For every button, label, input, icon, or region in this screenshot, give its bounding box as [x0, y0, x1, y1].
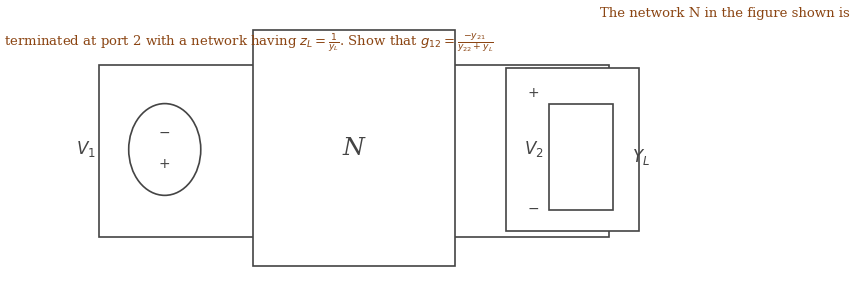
Text: +: +: [528, 86, 540, 100]
Text: +: +: [159, 157, 171, 171]
Ellipse shape: [129, 104, 201, 195]
Text: −: −: [159, 126, 171, 140]
Text: N: N: [343, 136, 365, 160]
Text: −: −: [528, 202, 540, 216]
Bar: [549, 104, 613, 210]
Bar: [253, 30, 455, 266]
Text: $V_1$: $V_1$: [76, 139, 96, 160]
Text: The network N in the figure shown is: The network N in the figure shown is: [600, 7, 849, 20]
Text: terminated at port 2 with a network having $z_L = \frac{1}{y_L}$. Show that $g_{: terminated at port 2 with a network havi…: [4, 31, 494, 54]
Text: $V_2$: $V_2$: [524, 139, 543, 160]
Bar: [99, 65, 609, 237]
Text: $Y_L$: $Y_L$: [632, 147, 650, 167]
Bar: [506, 68, 639, 231]
